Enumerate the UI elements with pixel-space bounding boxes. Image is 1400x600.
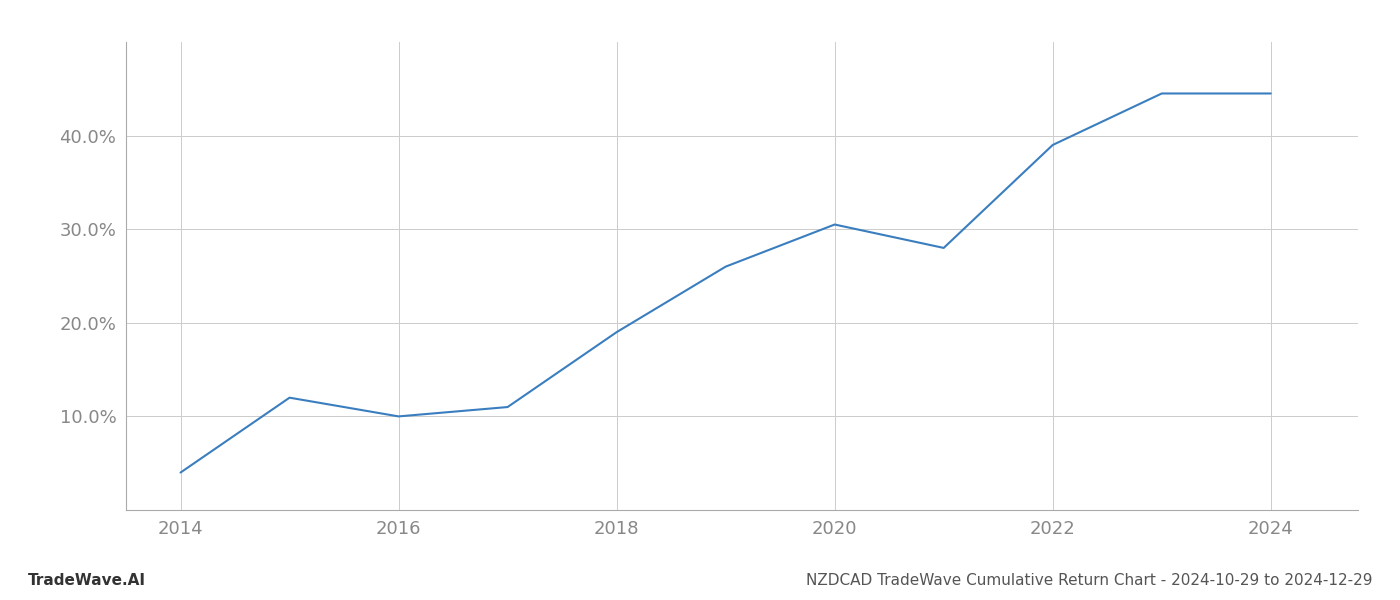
Text: TradeWave.AI: TradeWave.AI [28, 573, 146, 588]
Text: NZDCAD TradeWave Cumulative Return Chart - 2024-10-29 to 2024-12-29: NZDCAD TradeWave Cumulative Return Chart… [805, 573, 1372, 588]
